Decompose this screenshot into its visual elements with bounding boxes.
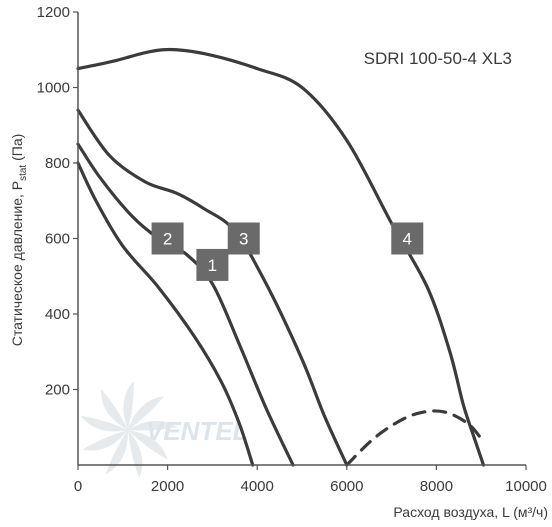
- y-tick-label: 200: [45, 382, 70, 399]
- watermark-blade: [82, 430, 128, 451]
- y-axis-label-subscript: stat: [18, 165, 29, 181]
- axes: 0 2000 4000 6000 8000 10000200400600800100012…: [37, 4, 547, 495]
- curves: [76, 47, 486, 467]
- watermark-blade: [100, 388, 128, 430]
- y-axis-label-main: Статическое давление, P: [9, 181, 25, 346]
- x-tick-label: 6000: [330, 478, 363, 495]
- y-tick-label: 800: [45, 155, 70, 172]
- watermark-blade: [128, 420, 178, 431]
- watermark-logo: VENTEL: [80, 380, 249, 479]
- curve-label-box: [196, 248, 229, 281]
- curve-label-2: 2: [163, 230, 172, 249]
- watermark-blade: [105, 430, 129, 475]
- watermark-blade: [128, 396, 164, 430]
- curve-tail: [472, 436, 486, 467]
- x-tick-label: 10000: [505, 478, 547, 495]
- x-axis-label: Расход воздуха, L (м³/ч): [393, 504, 548, 520]
- curve-labels: 1 2 3 4: [151, 222, 424, 281]
- curve-3: [76, 108, 349, 467]
- watermark-blade: [128, 429, 143, 479]
- curve-label-4: 4: [403, 230, 412, 249]
- y-tick-label: 600: [45, 231, 70, 248]
- y-axis-label: Статическое давление, Pstat (Па): [9, 134, 29, 347]
- x-tick-label: 4000: [241, 478, 274, 495]
- chart-title: SDRI 100-50-4 XL3: [364, 49, 512, 68]
- watermark-text: VENTEL: [146, 416, 249, 446]
- curve-label-1: 1: [208, 256, 217, 275]
- y-axis-label-unit: (Па): [9, 134, 25, 165]
- watermark-blade: [128, 430, 168, 460]
- curve-2: [76, 142, 295, 467]
- y-tick-label: 1200: [37, 4, 70, 21]
- curve-label-3: 3: [239, 230, 248, 249]
- x-tick-label: 2000: [151, 478, 184, 495]
- y-tick-label: 1000: [37, 80, 70, 97]
- curve-1: [76, 161, 255, 467]
- x-tick-label: 0: [74, 478, 82, 495]
- watermark-blade: [80, 415, 128, 432]
- y-tick-label: 400: [45, 306, 70, 323]
- curve-label-box: [227, 222, 260, 255]
- x-tick-label: 8000: [420, 478, 453, 495]
- stall-curve-dashed: [345, 409, 483, 467]
- watermark-blade: [123, 380, 134, 430]
- curve-label-box: [391, 222, 424, 255]
- curve-label-box: [151, 222, 184, 255]
- curve-4: [76, 47, 477, 441]
